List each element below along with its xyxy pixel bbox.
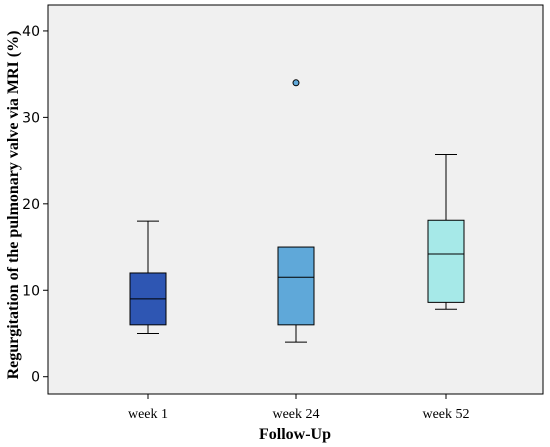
outlier-point	[292, 79, 300, 87]
box-week-1	[129, 220, 167, 334]
y-tick-label: 20	[22, 197, 40, 213]
x-axis: week 1 week 24 week 52	[128, 394, 470, 422]
iqr-box	[427, 219, 465, 303]
box-week-24	[277, 79, 315, 343]
x-tick-label: week 24	[272, 407, 319, 422]
y-axis: 0 10 20 30 40	[22, 24, 48, 386]
x-tick-label: week 52	[422, 407, 469, 422]
y-tick-label: 0	[31, 370, 40, 386]
y-tick-label: 40	[22, 24, 40, 40]
box-week-52	[427, 154, 465, 310]
y-tick-label: 30	[22, 110, 40, 126]
y-axis-title: Regurgitation of the pulmonary valve via…	[5, 31, 22, 380]
box-series	[129, 79, 465, 343]
x-axis-title: Follow-Up	[259, 426, 331, 443]
y-tick-label: 10	[22, 283, 40, 299]
iqr-box	[277, 246, 315, 326]
x-tick-label: week 1	[128, 407, 168, 422]
